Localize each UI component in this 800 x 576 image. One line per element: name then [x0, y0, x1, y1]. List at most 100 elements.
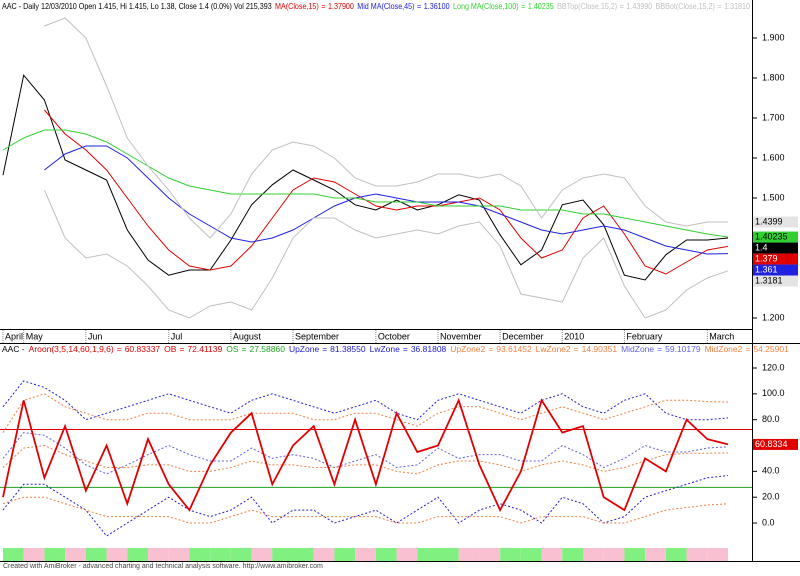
- value-tag-label: 1.3181: [755, 275, 783, 285]
- legend-separator: =: [403, 344, 408, 354]
- x-tick-label: December: [502, 331, 544, 341]
- trend-strip: [458, 548, 480, 561]
- trend-strip: [355, 548, 376, 561]
- legend-name: MidZone2: [705, 344, 743, 354]
- trend-strip: [313, 548, 335, 561]
- trend-strip: [417, 548, 438, 561]
- trend-strip: [168, 548, 190, 561]
- series-line: [44, 109, 729, 275]
- value-tag: [753, 275, 798, 287]
- legend-separator: =: [179, 344, 184, 354]
- value-tag: [753, 438, 798, 450]
- trend-strip: [562, 548, 583, 561]
- x-tick-label: November: [440, 331, 482, 341]
- y-tick-label: 1.200: [762, 312, 785, 322]
- legend-separator: =: [745, 344, 750, 354]
- legend-title: AAC - Daily 12/03/2010 Open 1.415, Hi 1.…: [2, 1, 272, 11]
- trend-strip: [438, 548, 459, 561]
- value-tag-label: 1.379: [755, 253, 778, 263]
- legend-name: OS: [226, 344, 239, 354]
- footer: Created with AmiBroker - advanced charti…: [3, 563, 323, 570]
- y-tick-label: 100.0: [762, 388, 785, 398]
- legend-name: MidZone: [621, 344, 654, 354]
- x-tick-label: May: [26, 331, 44, 341]
- legend-name: LwZone: [370, 344, 401, 354]
- trend-strip: [500, 548, 521, 561]
- legend-name: UpZone2: [450, 344, 485, 354]
- plot: 0.020.040.060.080.0100.0120.060.8334AAC …: [0, 344, 798, 561]
- trend-strip: [624, 548, 646, 561]
- series-line: [2, 432, 729, 475]
- legend-separator: =: [417, 1, 421, 11]
- legend-value: 1.31810: [724, 1, 750, 11]
- y-tick-label: 1.600: [762, 152, 785, 162]
- series-line: [44, 145, 729, 255]
- y-tick-label: 80.0: [762, 414, 780, 424]
- x-tick-label: April: [5, 331, 23, 341]
- series-line: [2, 74, 729, 281]
- trend-strip: [230, 548, 252, 561]
- trend-strip: [603, 548, 625, 561]
- value-tag: [753, 216, 798, 228]
- value-tag-label: 1.361: [755, 264, 778, 274]
- legend-name: BBBot(Close,15,2): [656, 1, 715, 11]
- legend-name: Long MA(Close,100): [453, 1, 519, 11]
- legend-name: BBTop(Close,15,2): [557, 1, 617, 11]
- trend-strip: [645, 548, 666, 561]
- legend-value: 27.58860: [249, 344, 285, 354]
- series-line: [44, 17, 728, 239]
- legend-value: 59.10179: [665, 344, 701, 354]
- legend-value: 1.43990: [626, 1, 652, 11]
- legend-separator: =: [242, 344, 247, 354]
- x-tick-label: August: [233, 331, 262, 341]
- legend-value: 81.38550: [330, 344, 366, 354]
- legend-name: UpZone: [289, 344, 320, 354]
- legend-value: 1.40235: [528, 1, 554, 11]
- value-tag-label: 1.4: [755, 242, 768, 252]
- legend-separator: =: [657, 344, 662, 354]
- trend-strip: [334, 548, 356, 561]
- value-tag: [753, 242, 798, 254]
- legend-separator: =: [521, 1, 525, 11]
- trend-strip: [583, 548, 604, 561]
- legend: AAC - Aroon(3,5,14,60,1,9,6) = 60.83337 OB = 7…: [2, 344, 789, 354]
- legend-name: LwZone2: [536, 344, 571, 354]
- value-tag-label: 1.4399: [755, 216, 783, 226]
- trend-strip: [106, 548, 128, 561]
- series-line: [2, 475, 729, 537]
- legend-value: 93.61452: [496, 344, 532, 354]
- y-tick-label: 1.900: [762, 32, 785, 42]
- series-line: [2, 444, 729, 475]
- legend-title: AAC -: [2, 344, 25, 354]
- legend-name: Aroon(3,5,14,60,1,9,6): [29, 344, 114, 354]
- legend-separator: =: [574, 344, 579, 354]
- value-tag: [753, 264, 798, 276]
- trend-strip: [541, 548, 563, 561]
- trend-strip: [396, 548, 418, 561]
- trend-strip: [65, 548, 86, 561]
- value-tag: [753, 231, 798, 243]
- y-tick-label: 1.500: [762, 192, 785, 202]
- legend-value: 72.41139: [187, 344, 222, 354]
- trend-strip: [210, 548, 231, 561]
- legend-separator: =: [620, 1, 624, 11]
- legend-name: Mid MA(Close,45): [357, 1, 414, 11]
- legend: AAC - Daily 12/03/2010 Open 1.415, Hi 1.…: [2, 1, 750, 11]
- y-tick-label: 1.700: [762, 112, 785, 122]
- trend-strip: [293, 548, 314, 561]
- y-tick-label: 20.0: [762, 492, 780, 502]
- legend-value: 1.37900: [328, 1, 354, 11]
- trend-strip: [148, 548, 169, 561]
- x-tick-label: 2010: [564, 331, 584, 341]
- legend-value: 60.83337: [125, 344, 161, 354]
- trend-strip: [85, 548, 107, 561]
- y-tick-label: 1.800: [762, 72, 785, 82]
- trend-strip: [44, 548, 66, 561]
- trend-strip: [665, 548, 687, 561]
- trend-strip: [375, 548, 397, 561]
- series-line: [2, 496, 729, 524]
- legend-value: 54.25901: [753, 344, 789, 354]
- legend-separator: =: [322, 344, 327, 354]
- legend-value: 1.36100: [424, 1, 450, 11]
